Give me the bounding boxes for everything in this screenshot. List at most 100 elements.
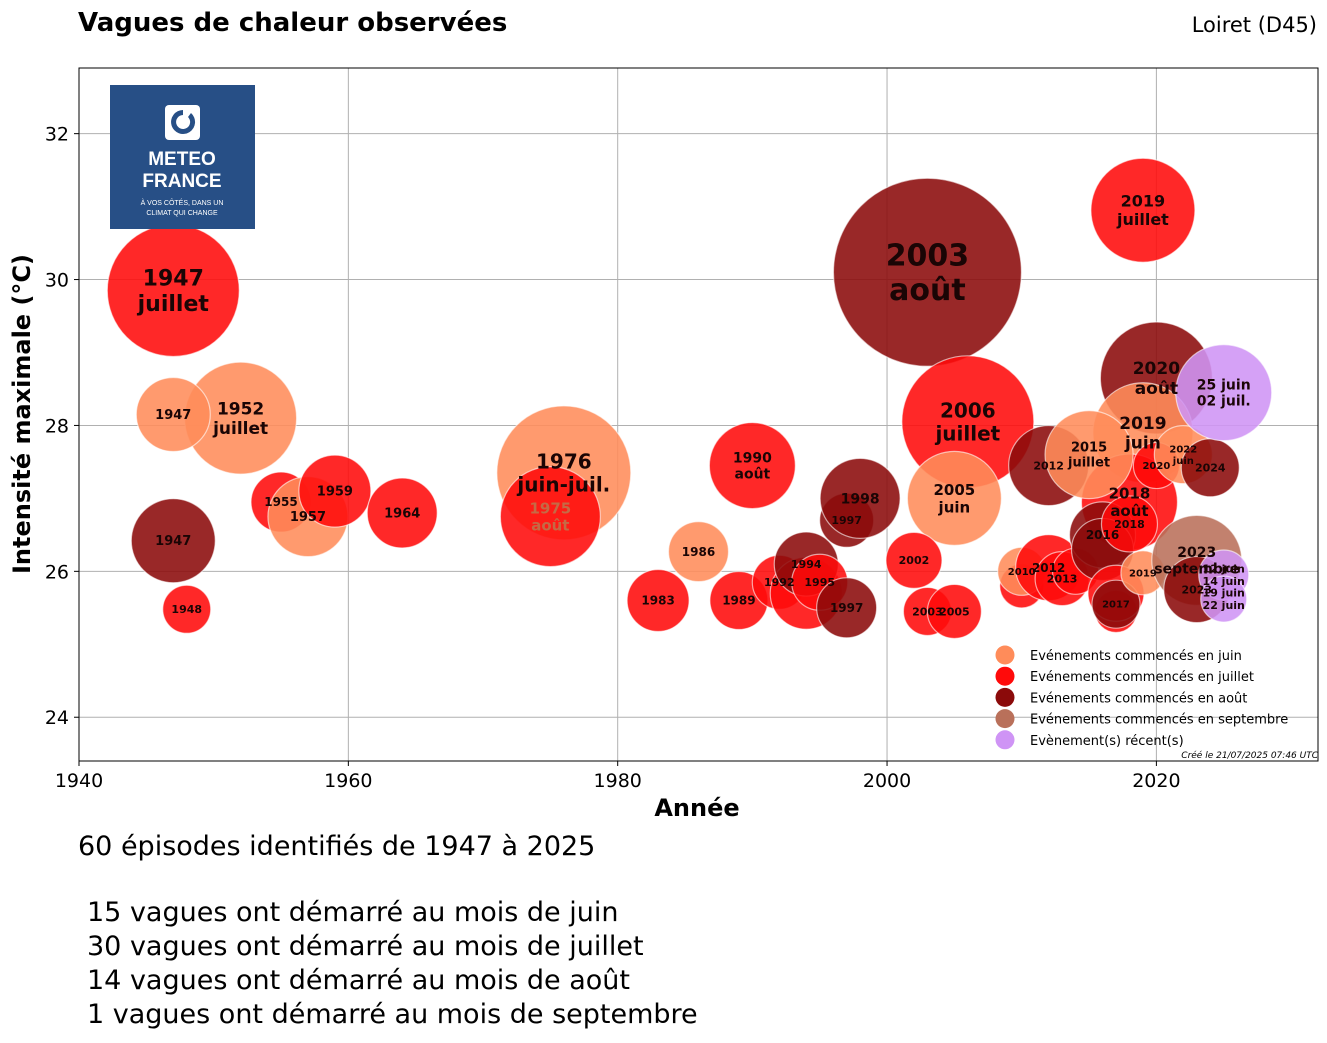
x-tick-label: 2020 — [1132, 770, 1180, 792]
event-bubble — [1090, 157, 1196, 263]
region-label: Loiret (D45) — [1191, 13, 1317, 37]
y-tick-label: 32 — [45, 124, 69, 146]
logo-tagline2: CLIMAT QUI CHANGE — [146, 210, 218, 217]
event-label: 1998 — [841, 491, 880, 507]
summary-headline: 60 épisodes identifiés de 1947 à 2025 — [78, 831, 596, 862]
event-label: 2019 — [1129, 568, 1157, 579]
event-label: 1957 — [290, 510, 326, 525]
event-bubble — [819, 457, 901, 539]
event-label: 2018 août — [1109, 485, 1151, 520]
event-bubble — [708, 421, 796, 510]
logo-line1: METEO — [148, 149, 216, 170]
event-bubble — [832, 177, 1023, 367]
event-bubble — [1091, 579, 1141, 629]
summary-line-september: 1 vagues ont démarré au mois de septembr… — [87, 999, 698, 1030]
event-label: 1983 — [641, 594, 674, 608]
event-bubble — [626, 568, 690, 633]
event-label: 1947 juillet — [137, 267, 210, 317]
event-bubble — [499, 466, 601, 568]
x-tick-label: 1980 — [594, 770, 642, 792]
y-tick-label: 26 — [45, 561, 69, 583]
event-label: 1995 — [804, 576, 835, 589]
legend-marker — [995, 730, 1015, 750]
event-bubble — [1200, 575, 1248, 623]
event-bubble — [130, 498, 216, 584]
event-label: 1992 — [764, 576, 795, 589]
event-bubble — [906, 450, 1002, 546]
event-label: 2020 — [1142, 461, 1170, 472]
x-tick-label: 2000 — [863, 770, 911, 792]
summary: 60 épisodes identifiés de 1947 à 2025 15… — [78, 830, 698, 1032]
event-label: 2015 juillet — [1067, 441, 1110, 471]
event-bubble — [366, 477, 438, 549]
event-label: 1994 — [791, 558, 822, 571]
event-label: 1990 août — [733, 450, 772, 482]
event-label: 25 juin 02 juil. — [1197, 377, 1251, 409]
event-label: 1952 juillet — [212, 399, 268, 439]
event-label: 2016 — [1086, 528, 1119, 542]
summary-line-august: 14 vagues ont démarré au mois de août — [87, 965, 631, 996]
legend-label: Evénements commencés en septembre — [1030, 713, 1288, 728]
event-label: 2012 — [1033, 459, 1064, 472]
event-label: 2022 juin — [1169, 444, 1197, 467]
legend-label: Evénements commencés en juillet — [1030, 670, 1254, 685]
event-label: 2002 — [899, 554, 930, 567]
legend-marker — [995, 687, 1015, 707]
event-label: 2003 — [912, 605, 943, 618]
legend-label: Evénements commencés en août — [1030, 691, 1247, 706]
event-label: 2019 juillet — [1116, 192, 1169, 229]
event-label: 1947 — [155, 534, 191, 549]
event-bubble — [1175, 344, 1273, 442]
event-label: 1947 — [155, 408, 191, 423]
event-label: 2023 — [1181, 583, 1212, 596]
event-label: 2020 août — [1133, 359, 1180, 399]
event-label: 2018 — [1114, 518, 1145, 531]
event-label: 1959 — [317, 485, 353, 500]
legend-marker — [995, 645, 1015, 665]
legend-marker — [995, 666, 1015, 686]
event-bubble — [1044, 410, 1134, 500]
event-label: 2012 — [1032, 561, 1065, 575]
logo-line2: FRANCE — [142, 171, 221, 192]
event-label: 1989 — [722, 594, 755, 608]
event-bubble — [816, 577, 878, 639]
x-axis-label: Année — [654, 794, 739, 822]
y-tick-label: 28 — [45, 415, 69, 437]
event-bubble — [667, 521, 730, 583]
event-label: 2019 juin — [1119, 414, 1166, 454]
event-bubble — [885, 531, 943, 589]
summary-line-june: 15 vagues ont démarré au mois de juin — [87, 897, 619, 928]
event-label: 1986 — [682, 545, 715, 559]
event-label: 1997 — [830, 601, 863, 615]
event-label: 1964 — [384, 507, 420, 522]
event-label: 2023 septembre — [1154, 545, 1239, 577]
event-label: 1976 juin-juil. — [516, 449, 610, 496]
legend-label: Evénements commencés en juin — [1030, 649, 1242, 664]
x-tick-label: 1940 — [55, 770, 103, 792]
event-label: 1955 — [264, 495, 297, 509]
event-label: 12 juin 14 juin — [1203, 563, 1245, 589]
event-label: 2013 — [1047, 572, 1078, 585]
event-bubble — [298, 454, 372, 528]
event-label: 1997 — [831, 514, 862, 527]
x-tick-label: 1960 — [324, 770, 372, 792]
bubble-chart: 2003 août 1947 juillet 1976 juin-juil.1975 aoû… — [8, 67, 1319, 822]
legend: Evénements commencés en juin Evénements c… — [995, 645, 1288, 750]
event-bubble — [135, 376, 211, 453]
event-label: 2010 — [1008, 567, 1036, 578]
summary-line-july: 30 vagues ont démarré au mois de juillet — [87, 931, 644, 962]
event-label: 2003 août — [886, 239, 970, 309]
event-label: 1975 août — [529, 499, 571, 534]
logo-tagline1: À VOS CÔTÉS, DANS UN — [141, 198, 224, 207]
event-label: 2005 juin — [934, 481, 976, 516]
event-label: 1948 — [171, 603, 202, 616]
event-bubble — [162, 584, 212, 634]
event-label: 2017 — [1102, 600, 1130, 611]
event-bubble — [1100, 495, 1159, 553]
y-axis-label: Intensité maximale (°C) — [8, 254, 36, 574]
meteo-france-logo: METEO FRANCE À VOS CÔTÉS, DANS UN CLIMAT… — [110, 85, 255, 229]
y-tick-label: 30 — [45, 270, 69, 292]
event-label: 2024 — [1195, 462, 1226, 475]
event-label: 2005 — [939, 605, 970, 618]
legend-marker — [995, 709, 1015, 729]
